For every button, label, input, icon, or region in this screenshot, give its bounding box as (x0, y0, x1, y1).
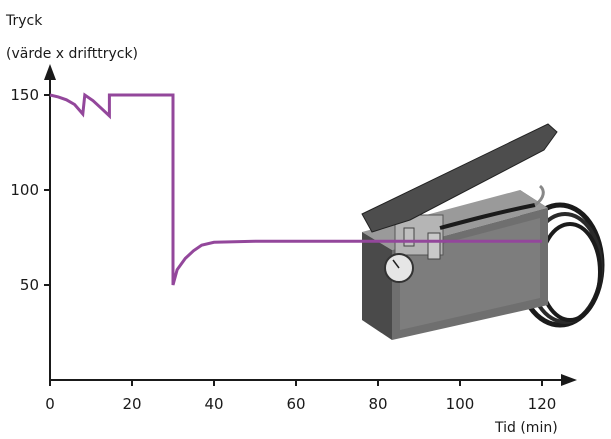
x-tick-label: 120 (528, 395, 557, 413)
y-axis-label-line2: (värde x drifttryck) (6, 46, 138, 62)
x-tick-label: 100 (446, 395, 475, 413)
y-tick-label: 150 (10, 86, 39, 104)
x-tick-label: 0 (45, 395, 55, 413)
hand-pump-icon (361, 123, 605, 340)
y-axis-arrowhead (44, 64, 56, 80)
x-tick-label: 60 (286, 395, 305, 413)
x-tick-label: 80 (368, 395, 387, 413)
x-tick-label: 20 (122, 395, 141, 413)
x-tick-label: 40 (204, 395, 223, 413)
y-axis-label-line1: Tryck (5, 13, 43, 29)
x-axis-arrowhead (561, 374, 577, 386)
tick-label-group: 0 20 40 60 80 100 120 50 100 150 (10, 86, 556, 413)
y-tick-label: 100 (10, 181, 39, 199)
x-axis-label: Tid (min) (494, 420, 558, 436)
series-line (49, 92, 542, 286)
tick-group (44, 94, 543, 386)
axes (44, 64, 577, 386)
y-tick-label: 50 (20, 276, 39, 294)
